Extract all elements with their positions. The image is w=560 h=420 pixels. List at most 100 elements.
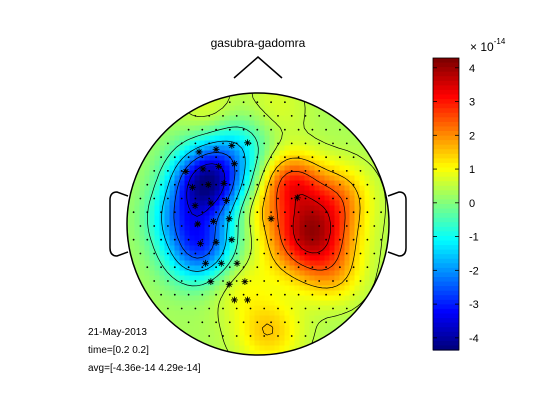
topo-cell — [159, 260, 166, 267]
topo-cell — [274, 345, 281, 352]
topo-cell — [189, 340, 196, 347]
topo-cell — [294, 280, 301, 287]
topo-cell — [364, 190, 371, 197]
topo-cell — [314, 300, 321, 307]
topo-cell — [354, 305, 361, 312]
sensor-dot — [297, 293, 300, 296]
topo-cell — [249, 210, 256, 217]
topo-cell — [134, 245, 141, 252]
colorbar-segment — [433, 117, 459, 123]
topo-cell — [159, 180, 166, 187]
sensor-dot — [222, 225, 224, 227]
topo-cell — [154, 295, 161, 302]
topo-cell — [209, 120, 216, 127]
topo-cell — [274, 270, 281, 277]
topo-cell — [169, 240, 176, 247]
sensor-dot — [263, 252, 266, 255]
topo-cell — [329, 185, 336, 192]
topo-cell — [304, 205, 311, 212]
topo-cell — [154, 195, 161, 202]
topo-cell — [284, 130, 291, 137]
topo-cell — [174, 155, 181, 162]
topo-cell — [384, 180, 389, 187]
topo-cell — [219, 155, 226, 162]
topo-cell — [324, 305, 331, 312]
topo-cell — [324, 160, 331, 167]
topo-cell — [209, 180, 216, 187]
sensor-dot — [256, 321, 259, 324]
topo-cell — [264, 310, 271, 317]
topo-cell — [219, 315, 226, 322]
topo-cell — [369, 245, 376, 252]
topo-cell — [249, 130, 256, 137]
topo-cell — [269, 100, 276, 107]
topo-cell — [329, 285, 336, 292]
topo-cell — [144, 165, 151, 172]
topo-cell — [264, 345, 271, 352]
topo-cell — [369, 180, 376, 187]
topo-cell — [269, 290, 276, 297]
topo-cell — [264, 350, 271, 355]
topo-cell — [244, 95, 251, 102]
topo-cell — [249, 265, 256, 272]
topo-cell — [159, 300, 166, 307]
colorbar-segment — [433, 263, 459, 269]
topo-cell — [259, 315, 266, 322]
topo-cell — [244, 245, 251, 252]
topo-cell — [254, 255, 261, 262]
topo-cell — [279, 275, 286, 282]
topo-cell — [299, 105, 306, 112]
topo-cell — [359, 165, 366, 172]
topo-cell — [259, 205, 266, 212]
sensor-dot — [208, 225, 211, 227]
topo-cell — [169, 175, 176, 182]
topo-cell — [349, 205, 356, 212]
topo-cell — [269, 105, 276, 112]
topo-cell — [214, 285, 221, 292]
sensor-dot — [332, 252, 334, 255]
topo-cell — [239, 110, 246, 117]
topo-cell — [349, 270, 356, 277]
topo-cell — [359, 215, 366, 222]
sensor-dot — [153, 280, 156, 282]
topo-cell — [189, 265, 196, 272]
topo-cell — [194, 315, 201, 322]
sensor-dot — [180, 225, 183, 227]
sensor-dot — [180, 170, 183, 172]
topo-cell — [194, 205, 201, 212]
topo-cell — [284, 200, 291, 207]
sensor-dot — [208, 307, 211, 310]
colorbar-segment — [433, 94, 459, 100]
topo-cell — [229, 150, 236, 157]
topo-cell — [219, 120, 226, 127]
topo-cell — [314, 255, 321, 262]
topo-cell — [219, 205, 226, 212]
topo-cell — [349, 250, 356, 257]
topo-cell — [194, 170, 201, 177]
topo-cell — [264, 180, 271, 187]
topo-cell — [374, 240, 381, 247]
topo-cell — [174, 160, 181, 167]
topo-cell — [314, 310, 321, 317]
topo-cell — [289, 315, 296, 322]
colorbar-segment — [433, 140, 459, 146]
topo-cell — [329, 280, 336, 287]
sensor-dot — [277, 142, 279, 145]
topo-cell — [244, 320, 251, 327]
topo-cell — [299, 265, 306, 272]
significant-sensor-marker — [212, 145, 220, 153]
topo-cell — [264, 270, 271, 277]
significant-sensor-marker — [225, 215, 233, 223]
topo-cell — [179, 220, 186, 227]
topo-cell — [174, 175, 181, 182]
topo-cell — [334, 165, 341, 172]
topo-cell — [189, 250, 196, 257]
topo-cell — [179, 135, 186, 142]
topo-cell — [314, 215, 321, 222]
topo-cell — [204, 285, 211, 292]
topo-cell — [299, 150, 306, 157]
topo-cell — [219, 325, 226, 332]
topo-cell — [304, 245, 311, 252]
topo-cell — [369, 195, 376, 202]
topo-cell — [364, 300, 371, 307]
